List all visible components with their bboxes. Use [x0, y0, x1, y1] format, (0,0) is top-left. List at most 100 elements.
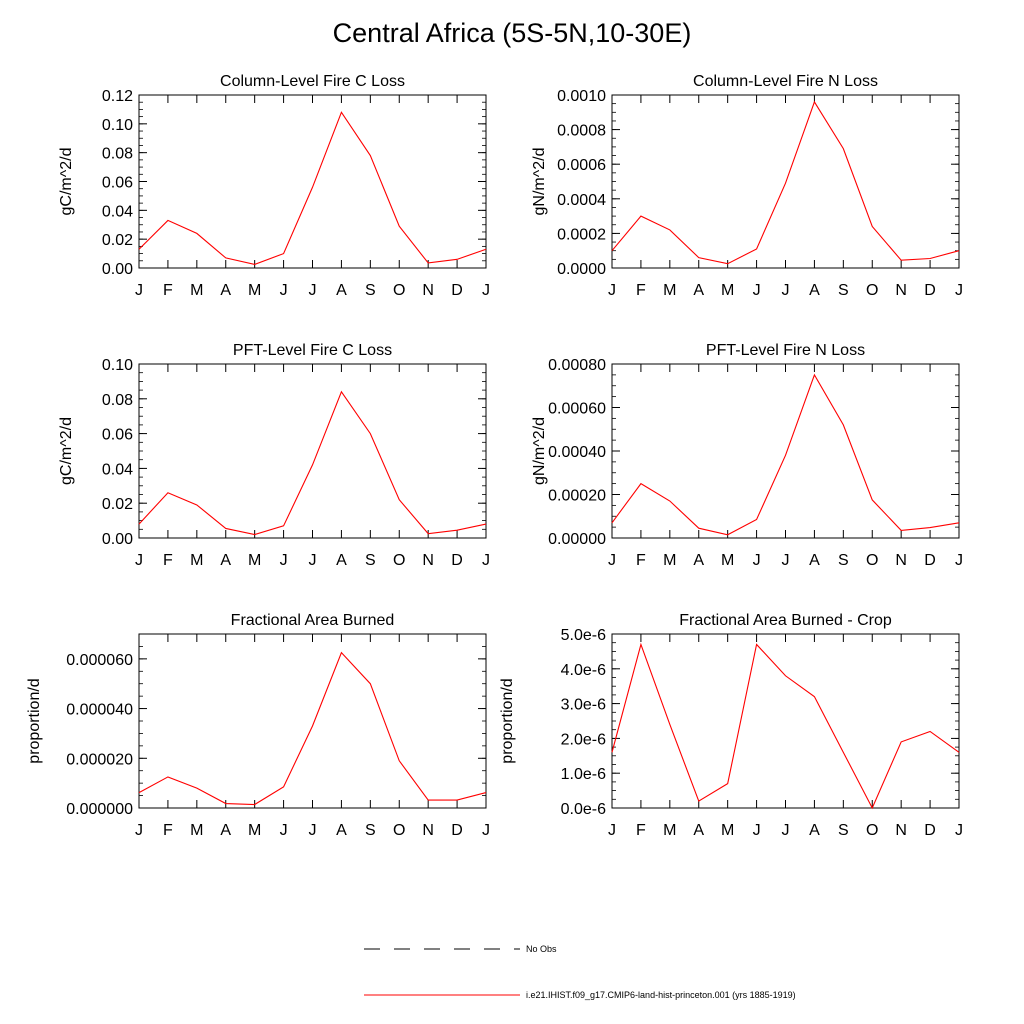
y-tick-label: 0.02 [102, 232, 133, 249]
x-tick-label: A [220, 822, 231, 839]
page-title: Central Africa (5S-5N,10-30E) [332, 18, 692, 48]
x-tick-label: M [663, 822, 676, 839]
x-tick-label: F [636, 822, 646, 839]
x-tick-label: J [309, 552, 317, 569]
legend-model-label: i.e21.IHIST.f09_g17.CMIP6-land-hist-prin… [526, 990, 796, 1000]
x-tick-label: D [924, 282, 936, 299]
y-axis-label: gN/m^2/d [531, 148, 548, 216]
y-tick-label: 1.0e-6 [561, 766, 606, 783]
x-tick-label: F [636, 552, 646, 569]
y-tick-label: 3.0e-6 [561, 697, 606, 714]
chart-panel-6: J F M A M J J A S O N D J0.0e-61.0e-62.0e-63.0e-64.0… [499, 612, 963, 839]
panel-title: Column-Level Fire C Loss [220, 73, 405, 90]
series-line-1 [611, 100, 960, 265]
y-tick-label: 0.12 [102, 88, 133, 105]
x-tick-label: A [336, 822, 347, 839]
plot-frame [138, 363, 487, 539]
x-tick-label: N [895, 822, 907, 839]
x-tick-label: J [280, 282, 288, 299]
plot-frame [611, 363, 960, 539]
y-tick-label: 0.00060 [548, 401, 606, 418]
x-tick-label: D [451, 822, 463, 839]
x-tick-label: D [924, 552, 936, 569]
y-axis-label: gC/m^2/d [58, 148, 75, 216]
x-tick-label: N [895, 552, 907, 569]
x-tick-label: A [693, 552, 704, 569]
y-tick-label: 0.0002 [557, 226, 606, 243]
y-tick-label: 0.06 [102, 175, 133, 192]
plot-frame [611, 633, 960, 809]
y-tick-label: 0.00020 [548, 488, 606, 505]
x-tick-label: J [135, 552, 143, 569]
y-tick-label: 0.0006 [557, 157, 606, 174]
y-tick-label: 0.02 [102, 496, 133, 513]
x-tick-label: J [753, 822, 761, 839]
x-tick-label: M [721, 822, 734, 839]
y-tick-label: 0.10 [102, 117, 133, 134]
y-tick-label: 0.00040 [548, 444, 606, 461]
x-tick-label: A [809, 552, 820, 569]
x-tick-label: A [693, 822, 704, 839]
series-line-1 [138, 111, 487, 265]
x-tick-label: O [393, 822, 405, 839]
x-tick-label: S [365, 552, 376, 569]
plot-frame [138, 633, 487, 809]
x-tick-label: J [782, 822, 790, 839]
x-tick-label: J [309, 822, 317, 839]
legend-obs-label: No Obs [526, 944, 557, 954]
x-tick-label: S [365, 282, 376, 299]
x-tick-label: S [838, 822, 849, 839]
plot-frame [611, 94, 960, 269]
x-tick-label: S [838, 282, 849, 299]
panel-title: Fractional Area Burned [231, 612, 395, 629]
y-tick-label: 0.000060 [66, 652, 133, 669]
x-tick-label: D [451, 552, 463, 569]
y-tick-label: 0.00000 [548, 531, 606, 548]
x-tick-label: A [336, 282, 347, 299]
x-tick-label: D [451, 282, 463, 299]
x-tick-label: J [135, 282, 143, 299]
x-tick-label: J [135, 822, 143, 839]
y-tick-label: 0.0010 [557, 88, 606, 105]
x-tick-label: A [220, 282, 231, 299]
x-tick-label: J [608, 552, 616, 569]
x-tick-label: S [365, 822, 376, 839]
series-line-1 [611, 373, 960, 536]
legend [364, 948, 520, 996]
y-tick-label: 0.0008 [557, 123, 606, 140]
x-tick-label: A [220, 552, 231, 569]
y-tick-label: 0.00 [102, 531, 133, 548]
chart-panel-5: J F M A M J J A S O N D J0.0000000.0000200.0000400.0… [26, 612, 490, 839]
x-tick-label: A [809, 822, 820, 839]
x-tick-label: F [163, 282, 173, 299]
panel-title: Fractional Area Burned - Crop [679, 612, 892, 629]
x-tick-label: J [482, 282, 490, 299]
y-tick-label: 0.04 [102, 461, 133, 478]
x-tick-label: N [422, 552, 434, 569]
x-tick-label: M [663, 552, 676, 569]
y-tick-label: 0.0004 [557, 192, 606, 209]
x-tick-label: J [782, 282, 790, 299]
x-tick-label: J [309, 282, 317, 299]
x-tick-label: A [693, 282, 704, 299]
x-tick-label: M [248, 822, 261, 839]
y-tick-label: 4.0e-6 [561, 662, 606, 679]
x-tick-label: O [866, 282, 878, 299]
y-tick-label: 0.000020 [66, 751, 133, 768]
series-line-1 [138, 651, 487, 806]
x-tick-label: O [393, 552, 405, 569]
x-tick-label: F [163, 822, 173, 839]
x-tick-label: D [924, 822, 936, 839]
y-tick-label: 2.0e-6 [561, 731, 606, 748]
y-tick-label: 0.08 [102, 146, 133, 163]
x-tick-label: O [866, 822, 878, 839]
panel-title: PFT-Level Fire N Loss [706, 342, 865, 359]
x-tick-label: J [955, 552, 963, 569]
x-tick-label: M [190, 822, 203, 839]
x-tick-label: N [422, 282, 434, 299]
x-tick-label: J [482, 552, 490, 569]
x-tick-label: A [336, 552, 347, 569]
y-tick-label: 0.00080 [548, 357, 606, 374]
x-tick-label: S [838, 552, 849, 569]
